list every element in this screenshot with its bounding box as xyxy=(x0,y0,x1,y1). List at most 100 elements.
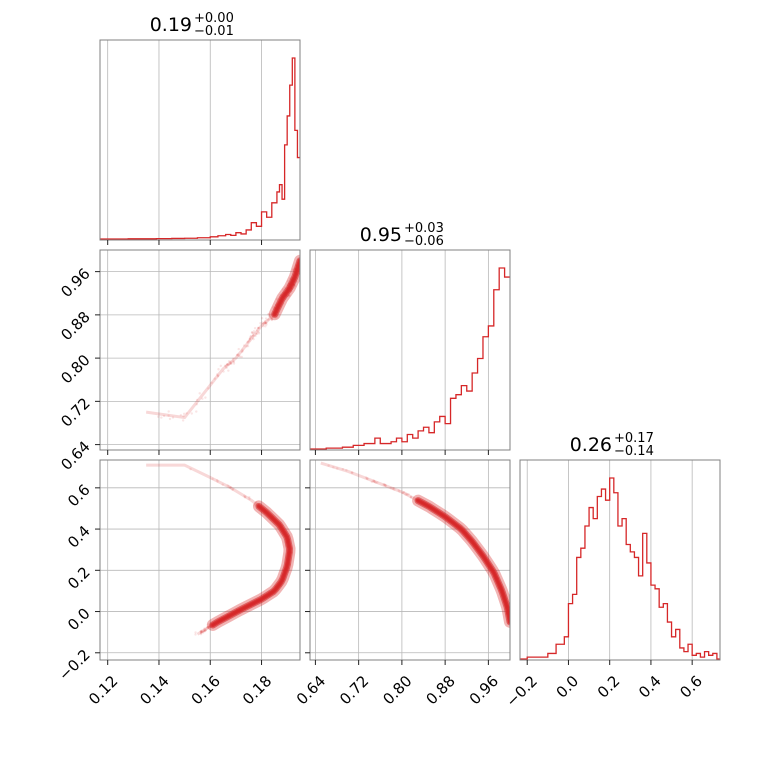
sample-point xyxy=(160,416,163,419)
sample-point xyxy=(202,629,206,633)
sample-point xyxy=(228,362,231,366)
sample-point xyxy=(171,416,175,419)
hist-panel: −0.2 0.0 0.2 0.4 0.6 0.26 +0.17−0.14 xyxy=(502,431,721,711)
sample-point xyxy=(217,368,220,371)
sample-point xyxy=(204,396,207,399)
sample-point xyxy=(265,321,268,325)
y-tick-label: 0.80 xyxy=(57,351,93,387)
sample-point xyxy=(393,488,396,491)
sample-point xyxy=(373,480,376,484)
hist-panel: 0.19 +0.00−0.01 xyxy=(99,11,301,245)
sample-point xyxy=(405,493,409,497)
sample-point xyxy=(248,497,251,501)
sample-point xyxy=(243,494,246,497)
sample-point xyxy=(229,360,232,364)
sample-point xyxy=(247,339,251,343)
sample-point xyxy=(281,288,285,291)
sample-point xyxy=(225,363,229,367)
sample-point xyxy=(167,410,170,413)
sample-point xyxy=(181,419,185,422)
sample-point xyxy=(267,317,270,321)
sample-point xyxy=(241,348,244,352)
x-tick-label: 0.64 xyxy=(293,672,329,708)
axes-frame xyxy=(99,39,301,241)
hist-title-lower: −0.06 xyxy=(404,234,444,249)
sample-point xyxy=(376,481,379,484)
sample-point xyxy=(254,334,257,338)
sample-point xyxy=(265,323,268,326)
x-tick-label: 0.12 xyxy=(85,672,121,708)
sample-point xyxy=(270,318,274,322)
sample-point xyxy=(219,364,223,368)
sample-point xyxy=(402,491,405,494)
sample-point xyxy=(259,321,262,325)
sample-point xyxy=(201,630,204,634)
sample-point xyxy=(226,363,229,366)
sample-point xyxy=(231,357,235,360)
sample-point xyxy=(253,504,256,507)
sample-point xyxy=(260,317,264,320)
sample-point xyxy=(203,627,206,630)
contour-line xyxy=(417,499,510,623)
x-tick-label: 0.96 xyxy=(466,672,502,708)
sample-point xyxy=(204,628,207,632)
y-tick-label: 0.2 xyxy=(64,563,94,593)
sample-point xyxy=(252,331,255,335)
hist-title-value: 0.19 xyxy=(150,14,192,36)
density-layer xyxy=(146,463,296,636)
sample-point xyxy=(248,495,251,499)
sample-point xyxy=(229,362,232,365)
sample-point xyxy=(409,495,413,499)
sample-point xyxy=(232,360,236,363)
hist-title-upper: +0.17 xyxy=(614,431,654,446)
sample-point xyxy=(205,627,208,630)
sample-point xyxy=(263,321,267,324)
x-tick-label: −0.2 xyxy=(502,672,540,710)
sample-point xyxy=(240,355,243,359)
sample-point xyxy=(389,486,393,490)
x-tick-label: 0.14 xyxy=(136,672,172,708)
sample-point xyxy=(200,630,203,633)
sample-point xyxy=(251,334,255,337)
sample-point xyxy=(373,480,376,483)
sample-point xyxy=(227,363,230,366)
x-tick-label: 0.0 xyxy=(553,672,583,702)
y-tick-label: 0.0 xyxy=(64,604,94,634)
sample-point xyxy=(404,493,407,496)
sample-point xyxy=(255,500,258,504)
sample-point xyxy=(262,324,265,328)
sample-point xyxy=(383,483,387,486)
sample-point xyxy=(199,632,203,636)
sample-point xyxy=(221,483,224,486)
x-tick-label: 0.80 xyxy=(379,672,415,708)
sample-point xyxy=(202,629,205,633)
sample-point xyxy=(257,332,261,335)
sample-point xyxy=(405,492,408,495)
sample-point xyxy=(252,334,255,337)
sample-point xyxy=(267,313,270,316)
x-tick-label: 0.4 xyxy=(635,672,665,702)
sample-point xyxy=(364,476,368,479)
density-layer xyxy=(320,461,510,628)
sample-point xyxy=(351,471,354,474)
hist-step-line xyxy=(520,477,720,660)
sample-point xyxy=(207,625,210,628)
x-tick-label: 0.88 xyxy=(423,672,459,708)
sample-point xyxy=(327,464,330,467)
axes-background xyxy=(310,460,510,660)
axes-frame xyxy=(519,459,721,661)
sample-point xyxy=(179,413,183,417)
sample-point xyxy=(255,332,259,336)
sample-point xyxy=(207,626,210,629)
sample-point xyxy=(224,364,227,367)
sample-point xyxy=(401,491,404,495)
sample-point xyxy=(248,337,252,340)
sample-point xyxy=(237,347,240,351)
sample-point xyxy=(199,630,202,633)
sample-point xyxy=(222,370,225,373)
sample-point xyxy=(199,631,203,635)
sample-point xyxy=(256,326,260,329)
axes-background xyxy=(100,250,300,450)
x-tick-label: 0.72 xyxy=(336,672,372,708)
sample-point xyxy=(195,410,198,413)
